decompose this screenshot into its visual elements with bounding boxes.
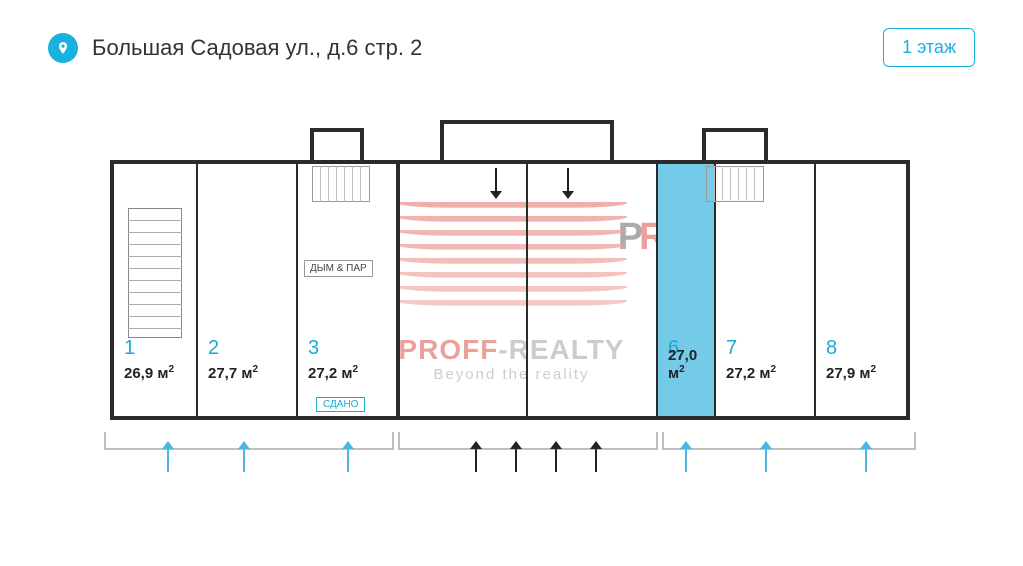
location-pin-icon [48,33,78,63]
direction-arrow-icon [860,442,872,472]
staircase-icon [128,208,182,338]
unit-number: 1 [124,337,135,360]
header: Большая Садовая ул., д.6 стр. 2 1 этаж [48,28,975,67]
hall-wall [526,164,528,416]
roof-bump-1 [310,128,364,160]
direction-arrow-icon [562,168,574,198]
unit-area: 27,2 м2 [726,364,776,382]
unit-number: 7 [726,337,737,360]
unit-area: 27,7 м2 [208,364,258,382]
unit-area: 27,0 м2 [668,347,714,382]
title-group: Большая Садовая ул., д.6 стр. 2 [48,33,422,63]
hall-wall [656,164,658,416]
unit-number: 3 [308,337,319,360]
unit-2[interactable]: 2 27,7 м2 [198,164,298,416]
status-badge: СДАНО [316,397,365,412]
stairs-top-icon [706,166,764,202]
direction-arrow-icon [510,442,522,472]
direction-arrow-icon [238,442,250,472]
roof-bump-3 [702,128,768,160]
stairs-top-icon [312,166,370,202]
address-text: Большая Садовая ул., д.6 стр. 2 [92,35,422,61]
unit-1[interactable]: 1 26,9 м2 [114,164,198,416]
direction-arrow-icon [760,442,772,472]
central-hall [398,164,658,416]
unit-area: 26,9 м2 [124,364,174,382]
floor-selector-button[interactable]: 1 этаж [883,28,975,67]
floorplan: 126,9 м2227,7 м2327,2 м2ДЫМ & ПАРСДАНО62… [110,130,910,460]
bottom-ledge [398,432,658,450]
direction-arrow-icon [550,442,562,472]
bottom-ledge [662,432,916,450]
unit-area: 27,9 м2 [826,364,876,382]
direction-arrow-icon [680,442,692,472]
tenant-badge: ДЫМ & ПАР [304,260,373,277]
direction-arrow-icon [470,442,482,472]
unit-number: 2 [208,337,219,360]
direction-arrow-icon [490,168,502,198]
unit-area: 27,2 м2 [308,364,358,382]
direction-arrow-icon [162,442,174,472]
hall-wall [398,164,400,416]
direction-arrow-icon [590,442,602,472]
direction-arrow-icon [342,442,354,472]
unit-8[interactable]: 8 27,9 м2 [816,164,906,416]
unit-number: 8 [826,337,837,360]
roof-bump-2 [440,120,614,160]
